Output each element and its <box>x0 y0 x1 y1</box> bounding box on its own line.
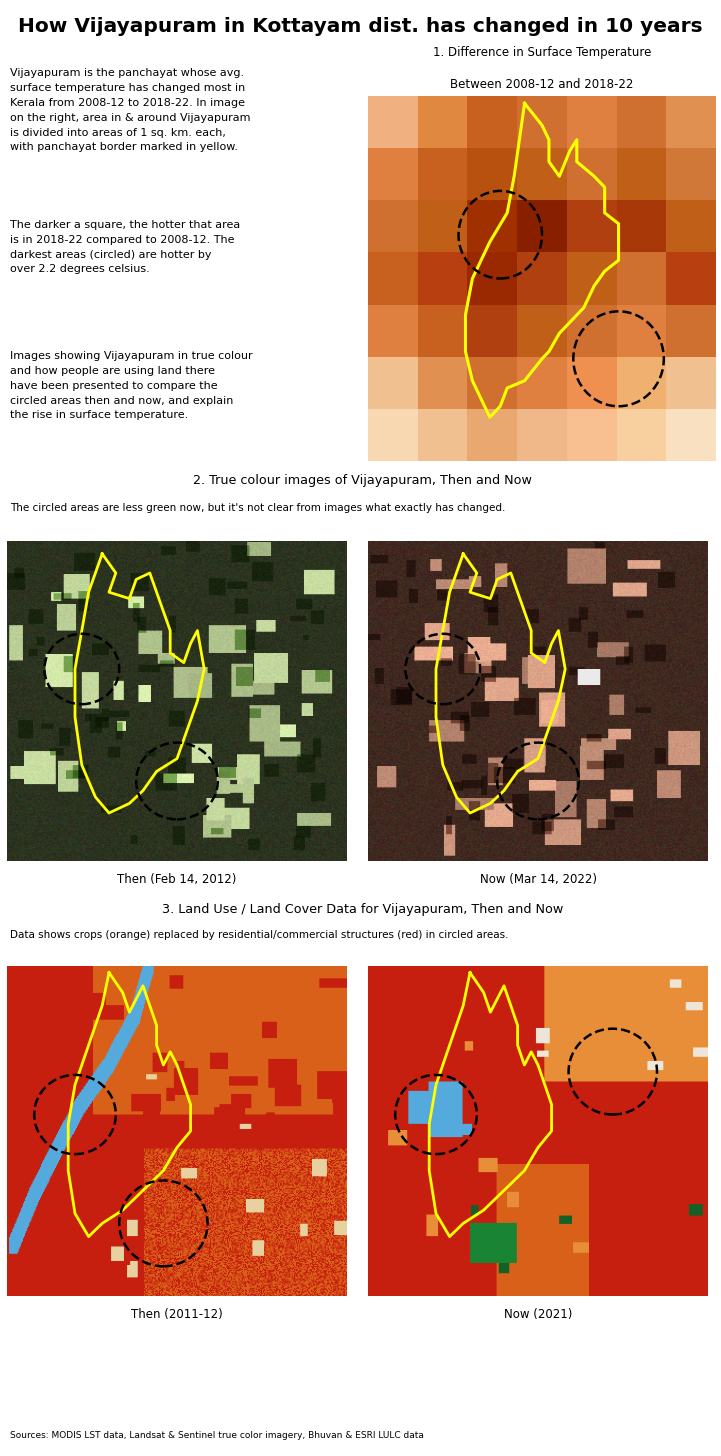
Bar <box>517 201 567 252</box>
Bar <box>567 304 616 357</box>
Text: The darker a square, the hotter that area
is in 2018-22 compared to 2008-12. The: The darker a square, the hotter that are… <box>10 220 240 274</box>
Bar <box>616 409 666 462</box>
Bar <box>368 201 417 252</box>
Bar <box>417 409 467 462</box>
Text: Then (Feb 14, 2012): Then (Feb 14, 2012) <box>118 874 236 887</box>
Bar <box>616 357 666 409</box>
Text: 2. True colour images of Vijayapuram, Then and Now: 2. True colour images of Vijayapuram, Th… <box>193 475 532 488</box>
Text: Vijayapuram is the panchayat whose avg.
surface temperature has changed most in
: Vijayapuram is the panchayat whose avg. … <box>10 68 250 153</box>
Bar <box>616 304 666 357</box>
Bar <box>368 149 417 201</box>
Text: Between 2008-12 and 2018-22: Between 2008-12 and 2018-22 <box>451 77 634 90</box>
Bar <box>467 357 517 409</box>
Bar <box>666 304 716 357</box>
Text: 3. Land Use / Land Cover Data for Vijayapuram, Then and Now: 3. Land Use / Land Cover Data for Vijaya… <box>162 903 563 916</box>
Bar <box>666 149 716 201</box>
Bar <box>666 409 716 462</box>
Bar <box>517 409 567 462</box>
Bar <box>417 252 467 304</box>
Bar <box>567 252 616 304</box>
Text: Now (2021): Now (2021) <box>504 1307 572 1321</box>
Bar <box>616 201 666 252</box>
Bar <box>517 304 567 357</box>
Bar <box>368 357 417 409</box>
Bar <box>467 252 517 304</box>
Bar <box>517 96 567 149</box>
Bar <box>417 304 467 357</box>
Bar <box>567 96 616 149</box>
Bar <box>368 409 417 462</box>
Text: How Vijayapuram in Kottayam dist. has changed in 10 years: How Vijayapuram in Kottayam dist. has ch… <box>18 17 703 36</box>
Bar <box>567 409 616 462</box>
Bar <box>417 149 467 201</box>
Text: The circled areas are less green now, but it's not clear from images what exactl: The circled areas are less green now, bu… <box>10 504 505 513</box>
Bar <box>666 252 716 304</box>
Bar <box>467 96 517 149</box>
Text: Images showing Vijayapuram in true colour
and how people are using land there
ha: Images showing Vijayapuram in true colou… <box>10 351 252 421</box>
Bar <box>666 96 716 149</box>
Bar <box>517 149 567 201</box>
Bar <box>616 149 666 201</box>
Text: 1. Difference in Surface Temperature: 1. Difference in Surface Temperature <box>433 47 651 60</box>
Bar <box>417 357 467 409</box>
Bar <box>467 409 517 462</box>
Bar <box>368 304 417 357</box>
Text: Then (2011-12): Then (2011-12) <box>131 1307 223 1321</box>
Text: Now (Mar 14, 2022): Now (Mar 14, 2022) <box>479 874 596 887</box>
Bar <box>567 149 616 201</box>
Bar <box>666 201 716 252</box>
Bar <box>467 201 517 252</box>
Bar <box>616 96 666 149</box>
Bar <box>368 252 417 304</box>
Bar <box>517 357 567 409</box>
Bar <box>567 357 616 409</box>
Bar <box>467 304 517 357</box>
Bar <box>368 96 417 149</box>
Bar <box>666 357 716 409</box>
Text: Data shows crops (orange) replaced by residential/commercial structures (red) in: Data shows crops (orange) replaced by re… <box>10 930 508 941</box>
Bar <box>417 201 467 252</box>
Bar <box>616 252 666 304</box>
Bar <box>567 201 616 252</box>
Bar <box>417 96 467 149</box>
Bar <box>517 252 567 304</box>
Bar <box>467 149 517 201</box>
Text: Sources: MODIS LST data, Landsat & Sentinel true color imagery, Bhuvan & ESRI LU: Sources: MODIS LST data, Landsat & Senti… <box>10 1431 424 1440</box>
